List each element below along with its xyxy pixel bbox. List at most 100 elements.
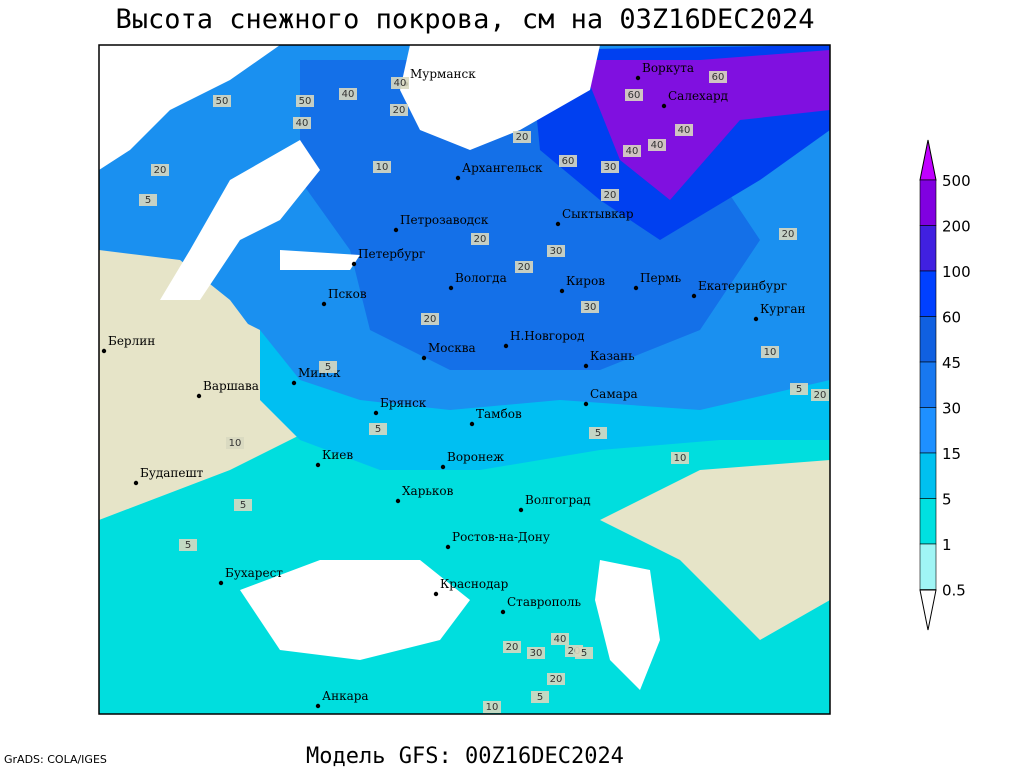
city-label: Псков xyxy=(328,287,367,301)
contour-label-box xyxy=(179,539,197,551)
contour-label: 30 xyxy=(584,302,597,313)
contour-label: 40 xyxy=(651,140,664,151)
contour-label-box xyxy=(790,383,808,395)
contour-label-box xyxy=(319,361,337,373)
contour-label: 20 xyxy=(604,190,617,201)
city-dot xyxy=(433,591,439,597)
city-dot xyxy=(503,343,509,349)
contour-label: 5 xyxy=(325,362,331,373)
contour-label: 20 xyxy=(516,132,529,143)
city-label: Варшава xyxy=(203,379,259,393)
city-dot xyxy=(196,393,202,399)
city-label: Салехард xyxy=(668,89,728,103)
city-dot xyxy=(321,301,327,307)
contour-label: 30 xyxy=(604,162,617,173)
contour-label: 40 xyxy=(296,118,309,129)
city-labels: Мурманск Воркута Салехард Архангельск Петроз… xyxy=(101,61,805,709)
contour-label: 20 xyxy=(782,229,795,240)
city-dot xyxy=(518,507,524,513)
colorbar-segment xyxy=(919,361,937,408)
city-dot xyxy=(559,288,565,294)
contour-label: 40 xyxy=(626,146,639,157)
city-dot xyxy=(633,285,639,291)
city-dot xyxy=(218,580,224,586)
colorbar-bottom xyxy=(919,589,937,631)
contour-label: 20 xyxy=(154,165,167,176)
contour-label: 20 xyxy=(814,390,827,401)
contour-label-box xyxy=(226,437,244,449)
city-dot xyxy=(393,227,399,233)
contour-label-box xyxy=(575,647,593,659)
contour-label-box xyxy=(547,673,565,685)
contour-label: 30 xyxy=(530,648,543,659)
contour-label: 5 xyxy=(145,195,151,206)
city-dot xyxy=(291,380,297,386)
city-dot xyxy=(315,703,321,709)
contour-label-box xyxy=(709,71,727,83)
contour-label-box xyxy=(471,233,489,245)
city-dot xyxy=(635,75,641,81)
city-label: Сыктывкар xyxy=(562,207,634,221)
credit: GrADS: COLA/IGES xyxy=(4,753,107,766)
city-dot xyxy=(315,462,321,468)
city-label: Воркута xyxy=(642,61,694,75)
colorbar-label: 100 xyxy=(942,263,971,281)
colorbar-segment xyxy=(919,452,937,499)
colorbar-segment xyxy=(919,270,937,317)
contour-label-box xyxy=(151,164,169,176)
contour-label-box xyxy=(559,155,577,167)
contour-label: 5 xyxy=(537,692,543,703)
colorbar-label: 200 xyxy=(942,218,971,236)
contour-labels: 5040402050402020105604060604040302020203… xyxy=(139,71,829,713)
colorbar: 500 200 100 60 45 30 15 5 1 0.5 xyxy=(919,139,971,631)
contour-label-box xyxy=(373,161,391,173)
city-dot xyxy=(440,464,446,470)
contour-label-box xyxy=(515,261,533,273)
contour-label: 20 xyxy=(518,262,531,273)
city-label: Тамбов xyxy=(476,407,522,421)
contour-label-box xyxy=(675,124,693,136)
colorbar-label: 5 xyxy=(942,491,952,509)
colorbar-top xyxy=(919,139,937,181)
city-dot xyxy=(101,348,107,354)
contour-label: 20 xyxy=(474,234,487,245)
city-label: Петербург xyxy=(358,247,425,261)
contour-label: 40 xyxy=(394,78,407,89)
city-label: Мурманск xyxy=(410,67,476,81)
city-label: Москва xyxy=(428,341,476,355)
city-label: Киров xyxy=(566,274,605,288)
city-dot xyxy=(661,103,667,109)
city-label: Архангельск xyxy=(462,161,543,175)
contour-label-box xyxy=(296,95,314,107)
city-dot xyxy=(448,285,454,291)
contour-label: 5 xyxy=(375,424,381,435)
city-label: Казань xyxy=(590,349,635,363)
city-dot xyxy=(455,175,461,181)
contour-label-box xyxy=(421,313,439,325)
city-dot xyxy=(395,498,401,504)
contour-label-box xyxy=(761,346,779,358)
contour-label: 50 xyxy=(299,96,312,107)
city-dot xyxy=(753,316,759,322)
colorbar-label: 500 xyxy=(942,172,971,190)
contour-label-box xyxy=(601,189,619,201)
contour-label-box xyxy=(581,301,599,313)
contour-label-box xyxy=(811,389,829,401)
contour-label-box xyxy=(623,145,641,157)
city-dot xyxy=(583,363,589,369)
contour-label-box xyxy=(625,89,643,101)
contour-label-box xyxy=(339,88,357,100)
contour-label: 5 xyxy=(796,384,802,395)
contour-label-box xyxy=(503,641,521,653)
contour-label-box xyxy=(369,423,387,435)
colorbar-segment xyxy=(919,225,937,272)
contour-label: 30 xyxy=(550,246,563,257)
contour-label-box xyxy=(551,633,569,645)
contour-label: 20 xyxy=(424,314,437,325)
contour-label-box xyxy=(601,161,619,173)
contour-label: 5 xyxy=(185,540,191,551)
city-label: Самара xyxy=(590,387,638,401)
city-dot xyxy=(445,544,451,550)
city-dot xyxy=(351,261,357,267)
